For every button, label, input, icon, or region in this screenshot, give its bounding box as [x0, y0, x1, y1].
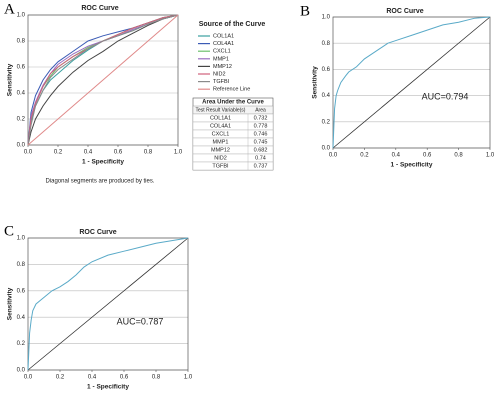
- x-tick-label: 0.6: [114, 150, 123, 156]
- table-cell: TGFBI: [212, 163, 229, 169]
- legend-label: CXCL1: [213, 49, 231, 55]
- y-tick-label: 0.8: [322, 41, 331, 47]
- note: Diagonal segments are produced by ties.: [45, 179, 154, 185]
- table-cell: 0.74: [255, 155, 266, 161]
- chart-title: ROC Curve: [79, 229, 116, 236]
- reference-diagonal: [27, 237, 189, 371]
- y-tick-label: 0.0: [17, 143, 26, 149]
- roc-curve: [332, 16, 491, 149]
- legend-label: NID2: [213, 71, 226, 77]
- table-cell: 0.746: [254, 131, 268, 137]
- table-title: Area Under the Curve: [202, 100, 264, 106]
- plot-frame: [332, 16, 491, 149]
- legend-label: TGFBI: [213, 79, 230, 85]
- table-cell: 0.778: [254, 123, 268, 129]
- x-tick-label: 1.0: [174, 150, 183, 156]
- panel-label: C: [4, 223, 14, 239]
- panel-label: B: [300, 3, 310, 19]
- y-tick-label: 0.6: [17, 288, 26, 294]
- x-axis-label: 1 - Specificity: [82, 159, 124, 166]
- y-tick-label: 0.4: [17, 315, 26, 321]
- table-cell: 0.737: [254, 163, 268, 169]
- x-tick-label: 0.4: [84, 150, 93, 156]
- y-axis-label: Sensitivity: [312, 66, 319, 99]
- x-tick-label: 0.2: [56, 375, 65, 381]
- y-tick-label: 0.8: [17, 39, 26, 45]
- y-tick-label: 1.0: [17, 236, 26, 242]
- panel-label: A: [4, 1, 15, 17]
- roc-curve: [27, 14, 179, 146]
- x-tick-label: 0.4: [88, 375, 97, 381]
- x-tick-label: 0.0: [24, 150, 33, 156]
- y-tick-label: 0.0: [17, 368, 26, 374]
- x-axis-label: 1 - Specificity: [391, 162, 433, 169]
- table-cell: 0.682: [254, 147, 268, 153]
- legend-label: Reference Line: [213, 87, 250, 93]
- table-cell: 0.732: [254, 115, 268, 121]
- y-tick-label: 0.2: [17, 341, 26, 347]
- y-tick-label: 0.2: [17, 117, 26, 123]
- x-tick-label: 0.8: [144, 150, 153, 156]
- x-tick-label: 0.4: [392, 153, 401, 159]
- roc-curve: [27, 14, 179, 146]
- plot-frame: [27, 14, 179, 146]
- x-tick-label: 1.0: [184, 375, 193, 381]
- table-header-cell: Area: [255, 107, 266, 113]
- y-tick-label: 0.4: [17, 91, 26, 97]
- table-cell: CXCL1: [212, 131, 230, 137]
- table-cell: MMP1: [213, 139, 229, 145]
- table-header-cell: Test Result Variable(s): [196, 107, 246, 113]
- roc-curve: [27, 14, 179, 146]
- table-cell: NID2: [214, 155, 227, 161]
- y-axis-label: Sensitivity: [7, 287, 14, 320]
- y-tick-label: 1.0: [322, 15, 331, 21]
- legend-label: COL4A1: [213, 41, 234, 47]
- y-tick-label: 0.8: [17, 262, 26, 268]
- x-tick-label: 0.6: [423, 153, 432, 159]
- legend-label: MMP1: [213, 56, 229, 62]
- x-axis-label: 1 - Specificity: [87, 384, 129, 391]
- legend-label: MMP12: [213, 64, 232, 70]
- x-tick-label: 0.6: [120, 375, 129, 381]
- x-tick-label: 0.0: [24, 375, 33, 381]
- auc-annotation: AUC=0.787: [117, 316, 164, 326]
- legend-title: Source of the Curve: [199, 21, 266, 28]
- table-cell: 0.745: [254, 139, 268, 145]
- reference-diagonal: [332, 16, 491, 149]
- table-cell: MMP12: [211, 147, 230, 153]
- y-tick-label: 0.6: [17, 65, 26, 71]
- x-tick-label: 0.0: [329, 153, 338, 159]
- roc-curve: [27, 14, 179, 146]
- y-tick-label: 0.0: [322, 146, 331, 152]
- y-tick-label: 0.4: [322, 93, 331, 99]
- table-cell: COL1A1: [210, 115, 231, 121]
- plot-frame: [27, 237, 189, 371]
- y-tick-label: 0.6: [322, 67, 331, 73]
- x-tick-label: 0.2: [54, 150, 63, 156]
- y-tick-label: 1.0: [17, 13, 26, 19]
- x-tick-label: 0.8: [152, 375, 161, 381]
- table-row: [192, 161, 274, 171]
- y-axis-label: Sensitivity: [7, 63, 14, 96]
- table-cell: COL4A1: [210, 123, 231, 129]
- x-tick-label: 0.2: [360, 153, 369, 159]
- x-tick-label: 1.0: [486, 153, 495, 159]
- y-tick-label: 0.2: [322, 119, 331, 125]
- auc-annotation: AUC=0.794: [422, 91, 469, 101]
- chart-title: ROC Curve: [386, 8, 423, 15]
- chart-title: ROC Curve: [81, 5, 118, 12]
- x-tick-label: 0.8: [454, 153, 463, 159]
- legend-label: COL1A1: [213, 33, 234, 39]
- roc-curve: [27, 237, 189, 371]
